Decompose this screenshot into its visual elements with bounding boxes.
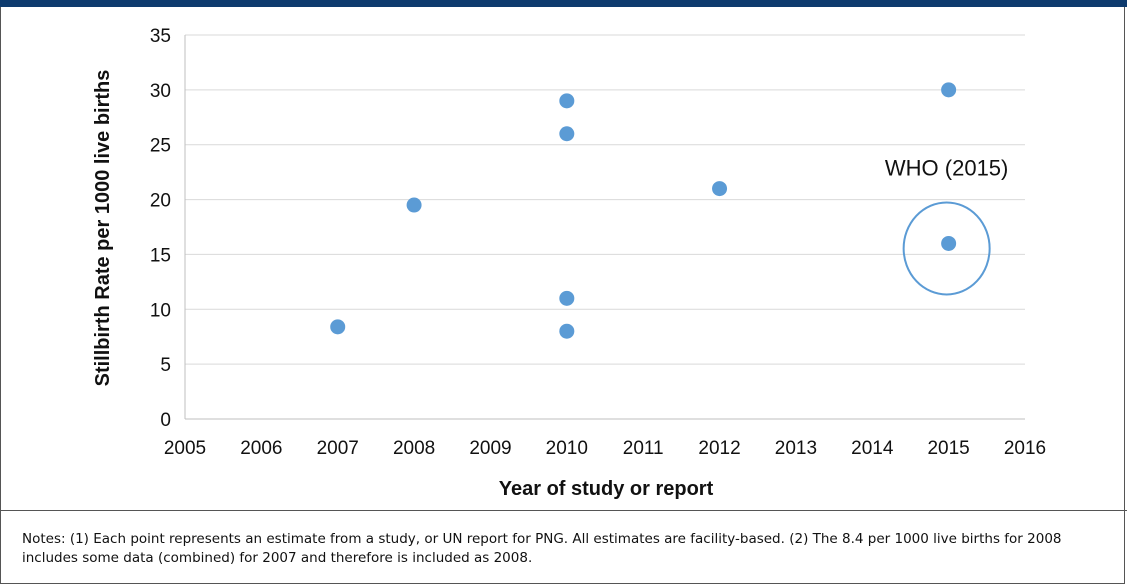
axes <box>184 35 1025 420</box>
x-tick-label: 2016 <box>1004 438 1046 459</box>
annotation-circle <box>902 201 991 296</box>
y-tick-label: 5 <box>160 355 171 376</box>
x-tick-label: 2015 <box>927 438 969 459</box>
grid-lines <box>185 34 1025 365</box>
x-tick-label: 2008 <box>393 438 435 459</box>
data-points <box>330 82 957 339</box>
y-tick-label: 30 <box>150 81 171 102</box>
data-point <box>559 290 575 306</box>
data-point <box>941 235 957 251</box>
tick-labels: 0 5 10 15 20 25 30 35 2005 2006 2007 2008 2009 2010 20… <box>150 26 1046 459</box>
x-tick-label: 2012 <box>698 438 740 459</box>
x-tick-label: 2010 <box>546 438 588 459</box>
data-point <box>941 82 957 98</box>
chart-notes: Notes: (1) Each point represents an esti… <box>22 531 1062 566</box>
x-tick-label: 2009 <box>469 438 511 459</box>
data-point <box>330 319 346 335</box>
y-tick-label: 15 <box>150 245 171 266</box>
y-tick-label: 10 <box>150 300 171 321</box>
y-tick-label: 0 <box>160 410 171 431</box>
annotation-label: WHO (2015) <box>885 155 1008 180</box>
notes-divider <box>0 510 1127 511</box>
data-point <box>712 181 728 197</box>
data-point <box>559 93 575 109</box>
y-tick-label: 25 <box>150 136 171 157</box>
x-tick-label: 2011 <box>623 438 664 459</box>
y-tick-label: 35 <box>150 26 171 47</box>
x-tick-label: 2013 <box>775 438 817 459</box>
y-tick-label: 20 <box>150 191 171 212</box>
data-point <box>406 197 422 213</box>
figure-frame <box>0 7 1125 584</box>
header-bar <box>0 0 1127 7</box>
data-point <box>559 323 575 339</box>
x-tick-label: 2014 <box>851 438 894 459</box>
scatter-chart: 0 5 10 15 20 25 30 35 2005 2006 2007 2008 2009 2010 20… <box>92 26 1046 500</box>
y-axis-label: Stillbirth Rate per 1000 live births <box>92 70 114 387</box>
x-axis-label: Year of study or report <box>499 478 714 500</box>
x-tick-label: 2006 <box>240 438 282 459</box>
x-tick-label: 2007 <box>317 438 359 459</box>
x-tick-label: 2005 <box>164 438 206 459</box>
annotation: WHO (2015) <box>885 155 1008 296</box>
data-point <box>559 126 575 142</box>
